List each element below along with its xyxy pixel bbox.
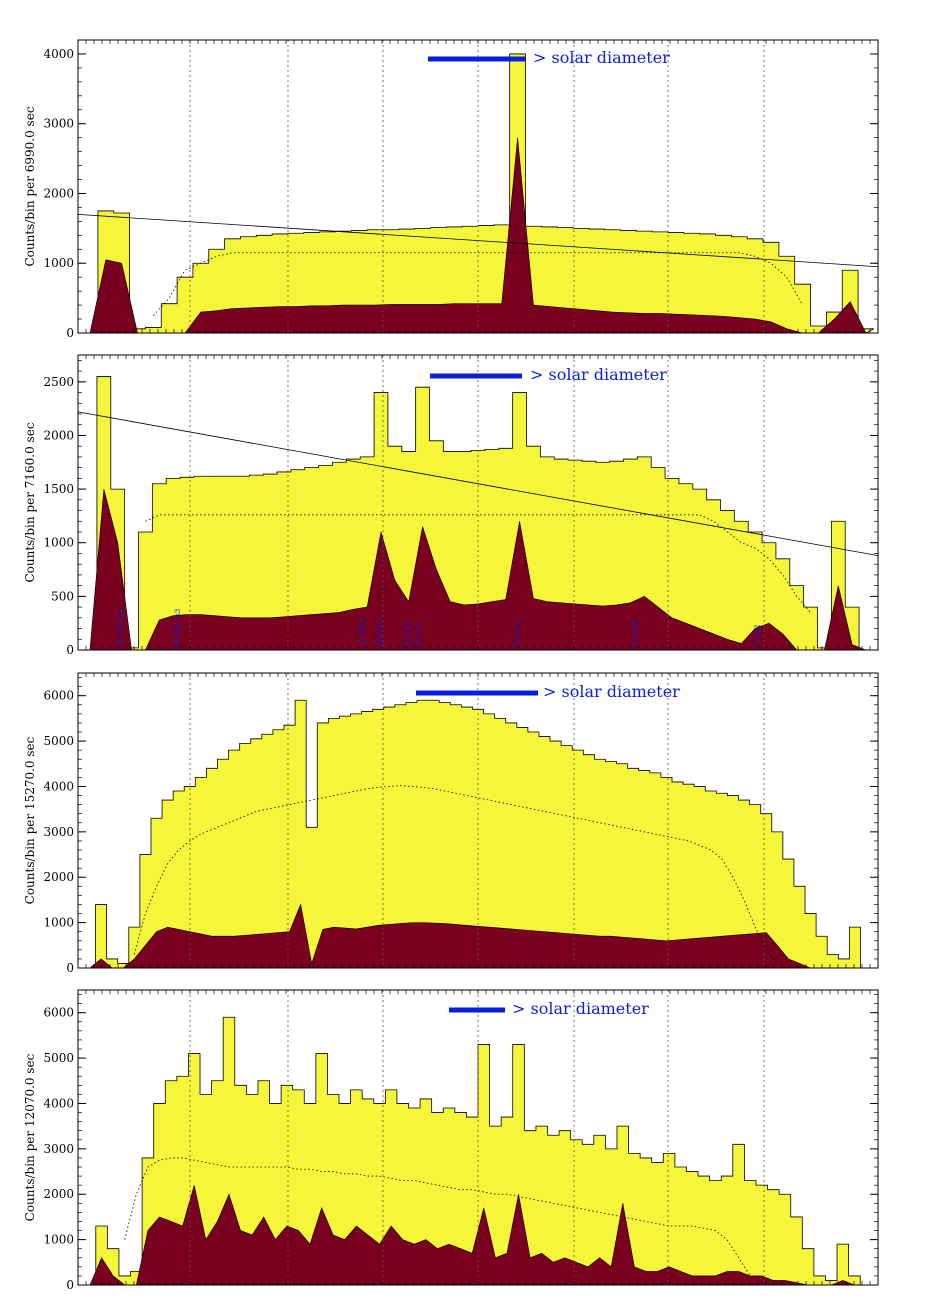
y-tick-label: 4000 bbox=[43, 1096, 74, 1110]
y-axis-label: Counts/bin per 12070.0 sec bbox=[23, 1053, 37, 1221]
y-tick-label: 0 bbox=[66, 643, 74, 657]
total-counts-series bbox=[83, 376, 873, 651]
y-tick-label: 0 bbox=[66, 1278, 74, 1292]
y-tick-label: 1000 bbox=[43, 1233, 74, 1247]
mean-profile-line bbox=[145, 514, 811, 613]
mean-profile-line bbox=[153, 252, 804, 316]
total-counts-series bbox=[82, 53, 875, 334]
y-tick-label: 2000 bbox=[43, 870, 74, 884]
y-axis-label: Counts/bin per 15270.0 sec bbox=[23, 736, 37, 904]
solar-diameter-label: > solar diameter bbox=[512, 999, 649, 1018]
emission-line-label: Si XIV α bbox=[359, 617, 367, 646]
y-tick-label: 1000 bbox=[43, 536, 74, 550]
emission-line-label: Ne X α bbox=[414, 621, 422, 646]
y-axis-label: Counts/bin per 6990.0 sec bbox=[23, 106, 37, 266]
y-tick-label: 0 bbox=[66, 961, 74, 975]
panel-1: 0 1000 2000 3000 4000 Counts/bin per 6990.0 s… bbox=[23, 39, 879, 340]
emission-line-label: Si XIII 1s3 bbox=[174, 609, 182, 646]
y-tick-label: 500 bbox=[51, 589, 74, 603]
emission-line-label: Mg XI α bbox=[376, 617, 384, 646]
solar-diameter-label: > solar diameter bbox=[530, 365, 667, 384]
y-tick-label: 6000 bbox=[43, 689, 74, 703]
y-tick-label: 0 bbox=[66, 326, 74, 340]
emission-line-label: Si XIV Lyα bbox=[117, 608, 125, 646]
y-tick-label: 3000 bbox=[43, 825, 74, 839]
trend-line bbox=[77, 411, 879, 556]
y-axis-label: Counts/bin per 7160.0 sec bbox=[23, 422, 37, 582]
y-tick-label: 3000 bbox=[43, 1142, 74, 1156]
solar-diameter-label: > solar diameter bbox=[543, 682, 680, 701]
y-tick-label: 6000 bbox=[43, 1006, 74, 1020]
y-tick-label: 1000 bbox=[43, 256, 74, 270]
emission-line-label: Fe XVII bbox=[632, 619, 640, 646]
y-tick-label: 1500 bbox=[43, 482, 74, 496]
y-tick-label: 2000 bbox=[43, 186, 74, 200]
background-counts-series bbox=[89, 489, 867, 651]
emission-line-label: Ne X β bbox=[404, 622, 412, 646]
y-tick-label: 2000 bbox=[43, 428, 74, 442]
background-counts-series bbox=[89, 903, 866, 969]
y-tick-label: 4000 bbox=[43, 779, 74, 793]
y-tick-label: 4000 bbox=[43, 47, 74, 61]
panel-4: 0 1000 2000 3000 4000 5000 6000 Counts/bin per … bbox=[23, 989, 879, 1292]
mean-profile-line bbox=[124, 1157, 751, 1277]
y-tick-label: 5000 bbox=[43, 734, 74, 748]
emission-line-label: O VIII bbox=[754, 624, 762, 646]
solar-diameter-label: > solar diameter bbox=[533, 48, 670, 67]
background-counts-series bbox=[89, 137, 867, 334]
y-tick-label: 3000 bbox=[43, 117, 74, 131]
mean-profile-line bbox=[133, 785, 778, 964]
panel-3: 0 1000 2000 3000 4000 5000 6000 Counts/bin per … bbox=[23, 672, 879, 975]
panel-2: 0 500 1000 1500 2000 2500 Counts/bin per 7160.… bbox=[23, 354, 879, 657]
y-tick-label: 5000 bbox=[43, 1051, 74, 1065]
y-tick-label: 1000 bbox=[43, 916, 74, 930]
y-tick-label: 2000 bbox=[43, 1187, 74, 1201]
emission-line-label: Ne IX α bbox=[514, 619, 522, 646]
y-tick-label: 2500 bbox=[43, 375, 74, 389]
